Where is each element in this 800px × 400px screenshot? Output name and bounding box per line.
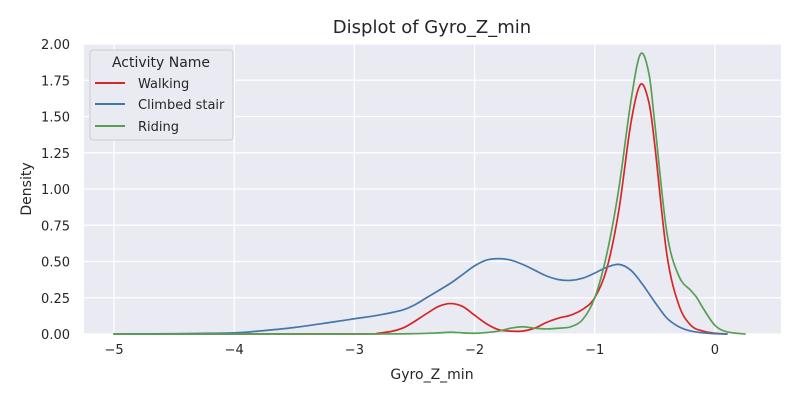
series-line-walking (113, 83, 728, 335)
legend-label-riding: Riding (138, 120, 179, 135)
ticks: −5 −4 −3 −2 −1 0 0.00 0.25 0.50 0.75 1.00 1.25 1.50 1… (41, 38, 719, 358)
x-tick-label: −5 (104, 343, 123, 358)
y-tick-label: 1.00 (41, 183, 70, 198)
x-tick-label: −2 (465, 343, 484, 358)
legend: Activity Name Walking Climbed stair Ridi… (89, 49, 234, 141)
y-tick-label: 1.25 (41, 147, 70, 162)
y-tick-label: 0.25 (41, 292, 70, 307)
x-tick-label: −3 (345, 343, 364, 358)
series-layer (113, 52, 746, 335)
grid (84, 43, 781, 335)
y-axis-label: Density (19, 162, 35, 215)
y-tick-label: 0.50 (41, 256, 70, 271)
y-tick-label: 1.75 (41, 74, 70, 89)
series-line-riding (113, 52, 746, 335)
x-tick-label: −1 (585, 343, 604, 358)
legend-title: Activity Name (112, 55, 210, 71)
y-tick-label: 1.50 (41, 111, 70, 126)
chart-title: Displot of Gyro_Z_min (333, 17, 531, 38)
x-axis-label: Gyro_Z_min (390, 367, 473, 383)
series-line-climbed-stair (113, 257, 728, 335)
legend-label-walking: Walking (138, 77, 189, 92)
y-tick-label: 2.00 (41, 38, 70, 53)
y-tick-label: 0.00 (41, 328, 70, 343)
legend-label-climbed-stair: Climbed stair (138, 98, 225, 113)
x-tick-label: 0 (711, 343, 719, 358)
x-tick-label: −4 (225, 343, 244, 358)
legend-box (89, 49, 234, 141)
y-tick-label: 0.75 (41, 219, 70, 234)
